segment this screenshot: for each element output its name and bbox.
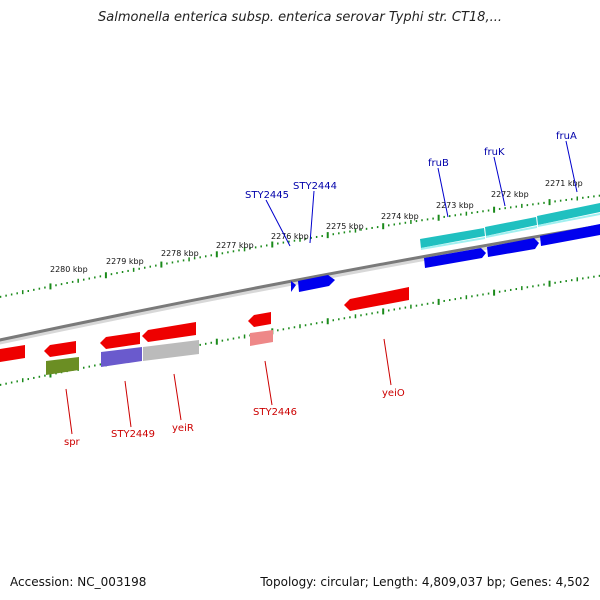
feature-yeiR-upper[interactable] bbox=[142, 322, 196, 342]
tick-label: 2271 kbp bbox=[545, 179, 583, 188]
feature-yeiR[interactable] bbox=[143, 340, 199, 361]
feature-highlight bbox=[486, 226, 537, 238]
tick-label: 2272 kbp bbox=[491, 190, 529, 199]
connector-spr bbox=[65, 388, 73, 435]
summary-label: Topology: circular; Length: 4,809,037 bp… bbox=[260, 575, 590, 589]
connector-STY2449 bbox=[124, 380, 132, 428]
connector-fruK bbox=[493, 156, 506, 207]
gene-label-fruA[interactable]: fruA bbox=[556, 131, 577, 142]
feature-STY2446[interactable] bbox=[250, 330, 273, 346]
tick-label: 2276 kbp bbox=[271, 232, 309, 241]
tick-labels: 2280 kbp 2279 kbp 2278 kbp 2277 kbp 2276… bbox=[50, 179, 583, 274]
genome-backbone bbox=[0, 224, 600, 342]
gene-label-STY2446[interactable]: STY2446 bbox=[253, 407, 297, 418]
connector-yeiO bbox=[383, 338, 392, 386]
connector-fruA bbox=[565, 140, 578, 193]
gene-label-yeiO[interactable]: yeiO bbox=[382, 388, 405, 399]
accession-label: Accession: NC_003198 bbox=[10, 575, 147, 589]
connector-yeiR bbox=[173, 373, 182, 421]
feature-spr-upper[interactable] bbox=[44, 341, 76, 357]
upper-tick-row bbox=[0, 194, 600, 298]
connector-STY2445 bbox=[265, 199, 291, 247]
label-connectors bbox=[65, 140, 578, 435]
connector-STY2446 bbox=[264, 360, 273, 406]
feature-highlight bbox=[538, 213, 600, 227]
feature-STY2445[interactable] bbox=[291, 281, 296, 292]
feature-fruK-upper[interactable] bbox=[485, 217, 537, 236]
feature-STY2449[interactable] bbox=[101, 347, 142, 367]
feature-fruA[interactable] bbox=[540, 224, 600, 246]
forward-features bbox=[291, 203, 600, 292]
feature-STY2449-upper[interactable] bbox=[100, 332, 140, 349]
feature-fruA-upper[interactable] bbox=[537, 203, 600, 225]
gene-label-STY2445[interactable]: STY2445 bbox=[245, 190, 289, 201]
reverse-features bbox=[0, 287, 409, 375]
gene-label-yeiR[interactable]: yeiR bbox=[172, 423, 194, 434]
gene-label-fruK[interactable]: fruK bbox=[484, 147, 505, 158]
feature-STY2444[interactable] bbox=[298, 275, 335, 292]
tick-label: 2275 kbp bbox=[326, 222, 364, 231]
connector-fruB bbox=[437, 167, 449, 218]
feature-yeiO[interactable] bbox=[344, 287, 409, 311]
gene-labels: STY2445 STY2444 fruB fruK fruA spr STY24… bbox=[64, 131, 577, 448]
feature-partial-left[interactable] bbox=[0, 345, 25, 362]
connector-STY2444 bbox=[309, 190, 315, 244]
feature-spr[interactable] bbox=[46, 357, 79, 375]
map-title: Salmonella enterica subsp. enterica sero… bbox=[98, 10, 502, 25]
tick-label: 2277 kbp bbox=[216, 241, 254, 250]
feature-STY2446-upper[interactable] bbox=[248, 312, 271, 327]
feature-fruK[interactable] bbox=[487, 238, 539, 257]
gene-label-spr[interactable]: spr bbox=[64, 437, 81, 448]
gene-label-fruB[interactable]: fruB bbox=[428, 158, 449, 169]
tick-label: 2280 kbp bbox=[50, 265, 88, 274]
tick-label: 2274 kbp bbox=[381, 212, 419, 221]
tick-label: 2278 kbp bbox=[161, 249, 199, 258]
tick-label: 2279 kbp bbox=[106, 257, 144, 266]
tick-label: 2273 kbp bbox=[436, 201, 474, 210]
feature-highlight bbox=[421, 237, 485, 250]
feature-fruB-upper[interactable] bbox=[420, 228, 485, 248]
feature-fruB[interactable] bbox=[424, 248, 486, 268]
gene-label-STY2444[interactable]: STY2444 bbox=[293, 181, 337, 192]
gene-label-STY2449[interactable]: STY2449 bbox=[111, 429, 155, 440]
